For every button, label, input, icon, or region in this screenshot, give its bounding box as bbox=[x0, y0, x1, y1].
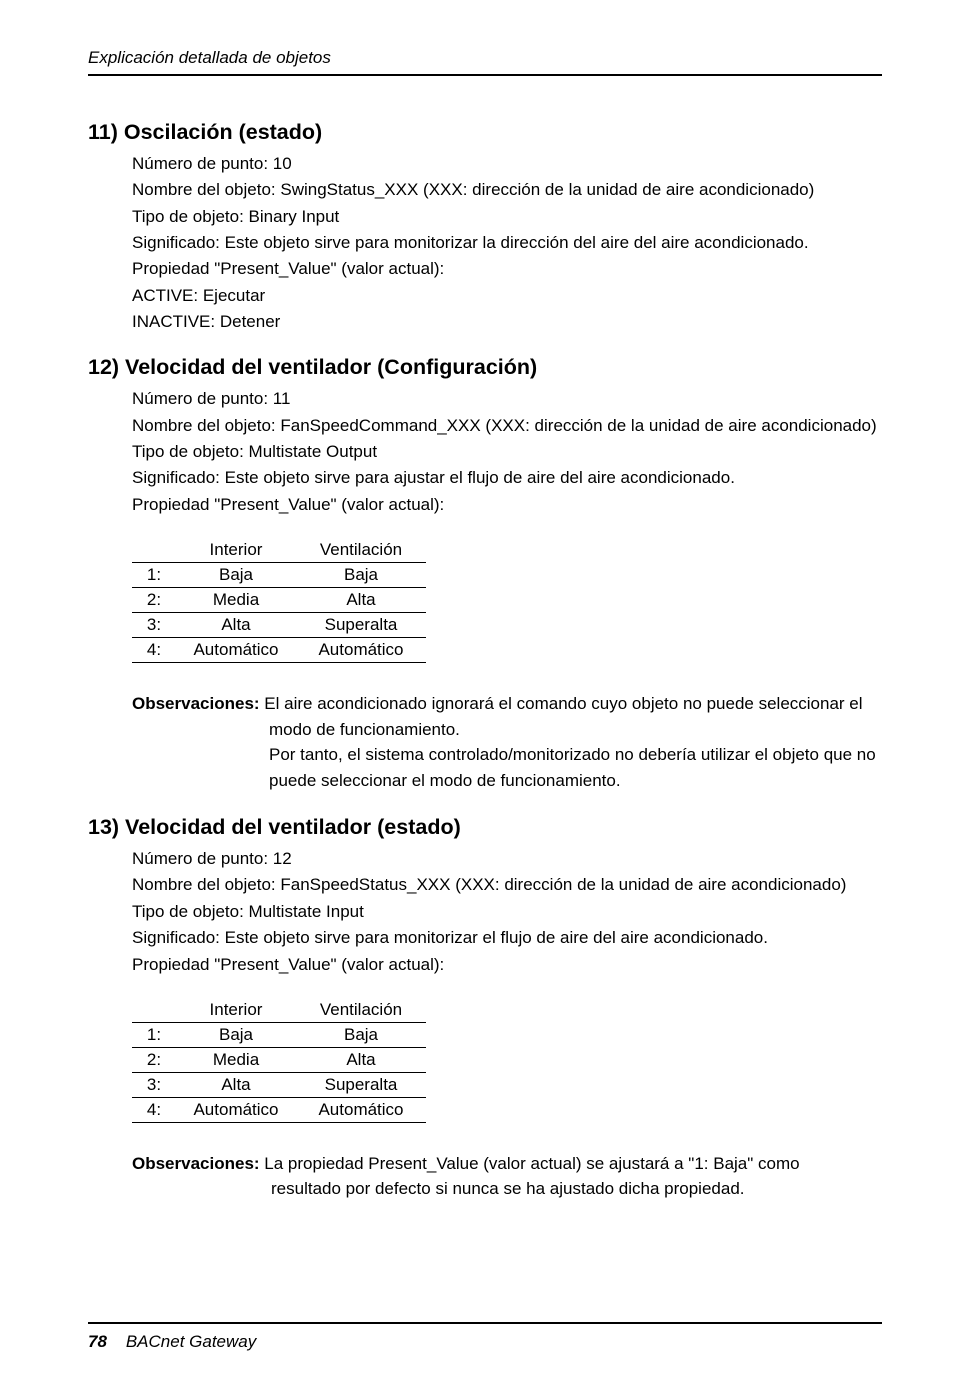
th-ventilacion: Ventilación bbox=[296, 538, 426, 563]
s11-line-2: Tipo de objeto: Binary Input bbox=[132, 204, 882, 230]
th-ventilacion: Ventilación bbox=[296, 998, 426, 1023]
cell: Baja bbox=[176, 563, 296, 588]
cell: 2: bbox=[132, 588, 176, 613]
footer-title: BACnet Gateway bbox=[126, 1332, 256, 1351]
cell: Automático bbox=[296, 1097, 426, 1122]
th-interior: Interior bbox=[176, 538, 296, 563]
th-blank bbox=[132, 998, 176, 1023]
section-13-body: Número de punto: 12 Nombre del objeto: F… bbox=[132, 846, 882, 978]
cell: Alta bbox=[296, 588, 426, 613]
table-row: 1: Baja Baja bbox=[132, 563, 426, 588]
table-row: 2: Media Alta bbox=[132, 588, 426, 613]
cell: 4: bbox=[132, 1097, 176, 1122]
table-row: 3: Alta Superalta bbox=[132, 613, 426, 638]
obs-label: Observaciones: bbox=[132, 1151, 260, 1177]
page-header: Explicación detallada de objetos bbox=[88, 48, 882, 76]
s12-line-0: Número de punto: 11 bbox=[132, 386, 882, 412]
s12-line-2: Tipo de objeto: Multistate Output bbox=[132, 439, 882, 465]
cell: Alta bbox=[296, 1047, 426, 1072]
section-12-title: 12) Velocidad del ventilador (Configurac… bbox=[88, 355, 882, 380]
obs-text-2a: Por tanto, el sistema controlado/monitor… bbox=[132, 742, 882, 768]
obs-label: Observaciones: bbox=[132, 691, 260, 717]
header-text: Explicación detallada de objetos bbox=[88, 48, 331, 67]
cell: 1: bbox=[132, 563, 176, 588]
obs-text-1b: modo de funcionamiento. bbox=[132, 717, 882, 743]
page-number: 78 bbox=[88, 1332, 107, 1351]
obs2-text-1b: resultado por defecto si nunca se ha aju… bbox=[132, 1176, 882, 1202]
s13-line-4: Propiedad "Present_Value" (valor actual)… bbox=[132, 952, 882, 978]
s12-line-3: Significado: Este objeto sirve para ajus… bbox=[132, 465, 882, 491]
cell: Media bbox=[176, 588, 296, 613]
cell: Baja bbox=[296, 563, 426, 588]
table-header-row: Interior Ventilación bbox=[132, 998, 426, 1023]
obs-text-2b: puede seleccionar el modo de funcionamie… bbox=[132, 768, 882, 794]
cell: Automático bbox=[296, 638, 426, 663]
cell: Automático bbox=[176, 638, 296, 663]
s13-line-3: Significado: Este objeto sirve para moni… bbox=[132, 925, 882, 951]
cell: Alta bbox=[176, 613, 296, 638]
th-blank bbox=[132, 538, 176, 563]
section-11-title: 11) Oscilación (estado) bbox=[88, 120, 882, 145]
section-12-body: Número de punto: 11 Nombre del objeto: F… bbox=[132, 386, 882, 518]
cell: Automático bbox=[176, 1097, 296, 1122]
table-row: 4: Automático Automático bbox=[132, 1097, 426, 1122]
th-interior: Interior bbox=[176, 998, 296, 1023]
table-row: 2: Media Alta bbox=[132, 1047, 426, 1072]
table-row: 1: Baja Baja bbox=[132, 1022, 426, 1047]
s11-line-4: Propiedad "Present_Value" (valor actual)… bbox=[132, 256, 882, 282]
section-12-table: Interior Ventilación 1: Baja Baja 2: Med… bbox=[132, 538, 426, 663]
obs-text-1a: El aire acondicionado ignorará el comand… bbox=[264, 694, 862, 713]
s13-line-2: Tipo de objeto: Multistate Input bbox=[132, 899, 882, 925]
s11-line-5: ACTIVE: Ejecutar bbox=[132, 283, 882, 309]
obs2-text-1a: La propiedad Present_Value (valor actual… bbox=[264, 1154, 799, 1173]
cell: Baja bbox=[176, 1022, 296, 1047]
section-13-title: 13) Velocidad del ventilador (estado) bbox=[88, 815, 882, 840]
s11-line-0: Número de punto: 10 bbox=[132, 151, 882, 177]
section-13-table: Interior Ventilación 1: Baja Baja 2: Med… bbox=[132, 998, 426, 1123]
cell: Baja bbox=[296, 1022, 426, 1047]
s12-line-4: Propiedad "Present_Value" (valor actual)… bbox=[132, 492, 882, 518]
page-footer: 78 BACnet Gateway bbox=[88, 1322, 882, 1352]
cell: Alta bbox=[176, 1072, 296, 1097]
cell: 4: bbox=[132, 638, 176, 663]
table-header-row: Interior Ventilación bbox=[132, 538, 426, 563]
cell: 1: bbox=[132, 1022, 176, 1047]
table-row: 4: Automático Automático bbox=[132, 638, 426, 663]
table-row: 3: Alta Superalta bbox=[132, 1072, 426, 1097]
s11-line-1: Nombre del objeto: SwingStatus_XXX (XXX:… bbox=[132, 177, 882, 203]
s11-line-6: INACTIVE: Detener bbox=[132, 309, 882, 335]
cell: 3: bbox=[132, 613, 176, 638]
cell: Media bbox=[176, 1047, 296, 1072]
cell: Superalta bbox=[296, 613, 426, 638]
cell: Superalta bbox=[296, 1072, 426, 1097]
cell: 3: bbox=[132, 1072, 176, 1097]
s13-line-1: Nombre del objeto: FanSpeedStatus_XXX (X… bbox=[132, 872, 882, 898]
section-12-observaciones: Observaciones: El aire acondicionado ign… bbox=[132, 691, 882, 793]
section-13-observaciones: Observaciones: La propiedad Present_Valu… bbox=[132, 1151, 882, 1202]
s12-line-1: Nombre del objeto: FanSpeedCommand_XXX (… bbox=[132, 413, 882, 439]
section-11-body: Número de punto: 10 Nombre del objeto: S… bbox=[132, 151, 882, 335]
s13-line-0: Número de punto: 12 bbox=[132, 846, 882, 872]
s11-line-3: Significado: Este objeto sirve para moni… bbox=[132, 230, 882, 256]
cell: 2: bbox=[132, 1047, 176, 1072]
